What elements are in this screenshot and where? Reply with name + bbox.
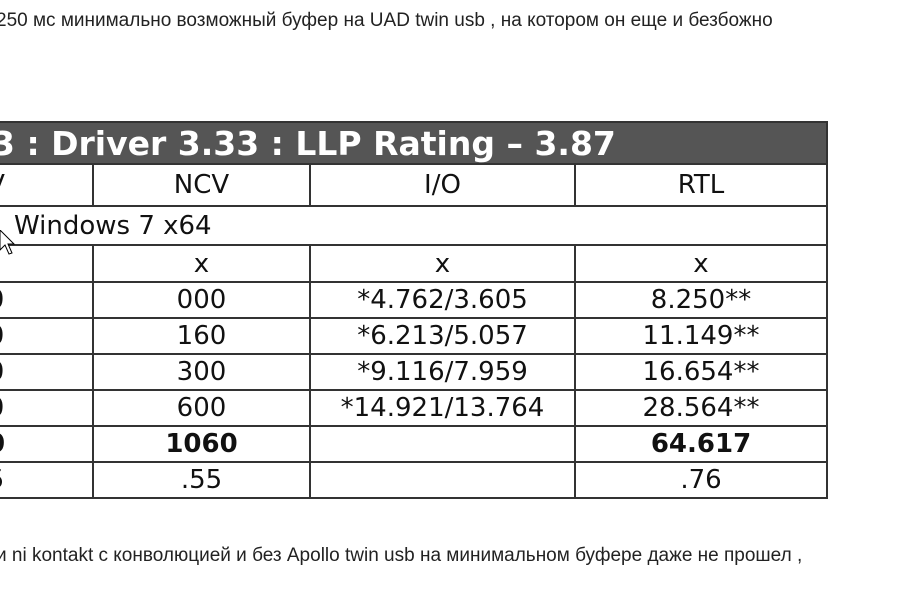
table-cell: RTL bbox=[574, 163, 828, 207]
table-cell: NCV bbox=[92, 163, 311, 207]
table-cell: 300 bbox=[92, 353, 311, 391]
table-cell: 8.250** bbox=[574, 281, 828, 319]
table-cell: *14.921/13.764 bbox=[309, 389, 576, 427]
table-title-row: 3 : Driver 3.33 : LLP Rating – 3.87 bbox=[0, 121, 828, 165]
latency-table: 3 : Driver 3.33 : LLP Rating – 3.87VNCVI… bbox=[0, 121, 828, 499]
table-cell: 11.149** bbox=[574, 317, 828, 355]
table-cell: 16.654** bbox=[574, 353, 828, 391]
table-cell: 64.617 bbox=[574, 425, 828, 463]
post-text: 250 мс минимально возможный буфер на UAD… bbox=[0, 10, 773, 31]
table-cell: 0 bbox=[0, 389, 94, 427]
table-cell: .55 bbox=[92, 461, 311, 499]
table-cell bbox=[0, 244, 94, 283]
table-cell: 0 bbox=[0, 317, 94, 355]
table-cell: 0 bbox=[0, 425, 94, 463]
table-cell bbox=[309, 461, 576, 499]
table-cell: 28.564** bbox=[574, 389, 828, 427]
table-cell: 0 bbox=[0, 353, 94, 391]
table-cell: *4.762/3.605 bbox=[309, 281, 576, 319]
table-cell: x bbox=[574, 244, 828, 283]
table-cell: *6.213/5.057 bbox=[309, 317, 576, 355]
table-cell: .76 bbox=[574, 461, 828, 499]
table-cell: x bbox=[309, 244, 576, 283]
table-cell: 5 bbox=[0, 461, 94, 499]
table-cell: I/O bbox=[309, 163, 576, 207]
table-cell: x bbox=[92, 244, 311, 283]
table-cell: *9.116/7.959 bbox=[309, 353, 576, 391]
table-cell: Windows 7 x64 bbox=[0, 205, 828, 246]
table-os-row: Windows 7 x64 bbox=[0, 205, 828, 246]
table-cell: 0 bbox=[0, 281, 94, 319]
table-cell: 160 bbox=[92, 317, 311, 355]
table-row: 01060 64.617 bbox=[0, 425, 828, 463]
table-cell bbox=[309, 425, 576, 463]
mouse-cursor bbox=[0, 230, 16, 255]
post-text: и ni kontakt с конволюцией и без Apollo … bbox=[0, 545, 803, 566]
table-cell: 1060 bbox=[92, 425, 311, 463]
table-cell: 600 bbox=[92, 389, 311, 427]
table-row: 5.55 .76 bbox=[0, 461, 828, 499]
table-cell: 000 bbox=[92, 281, 311, 319]
table-cell: V bbox=[0, 163, 94, 207]
table-cell: 3 : Driver 3.33 : LLP Rating – 3.87 bbox=[0, 121, 828, 165]
